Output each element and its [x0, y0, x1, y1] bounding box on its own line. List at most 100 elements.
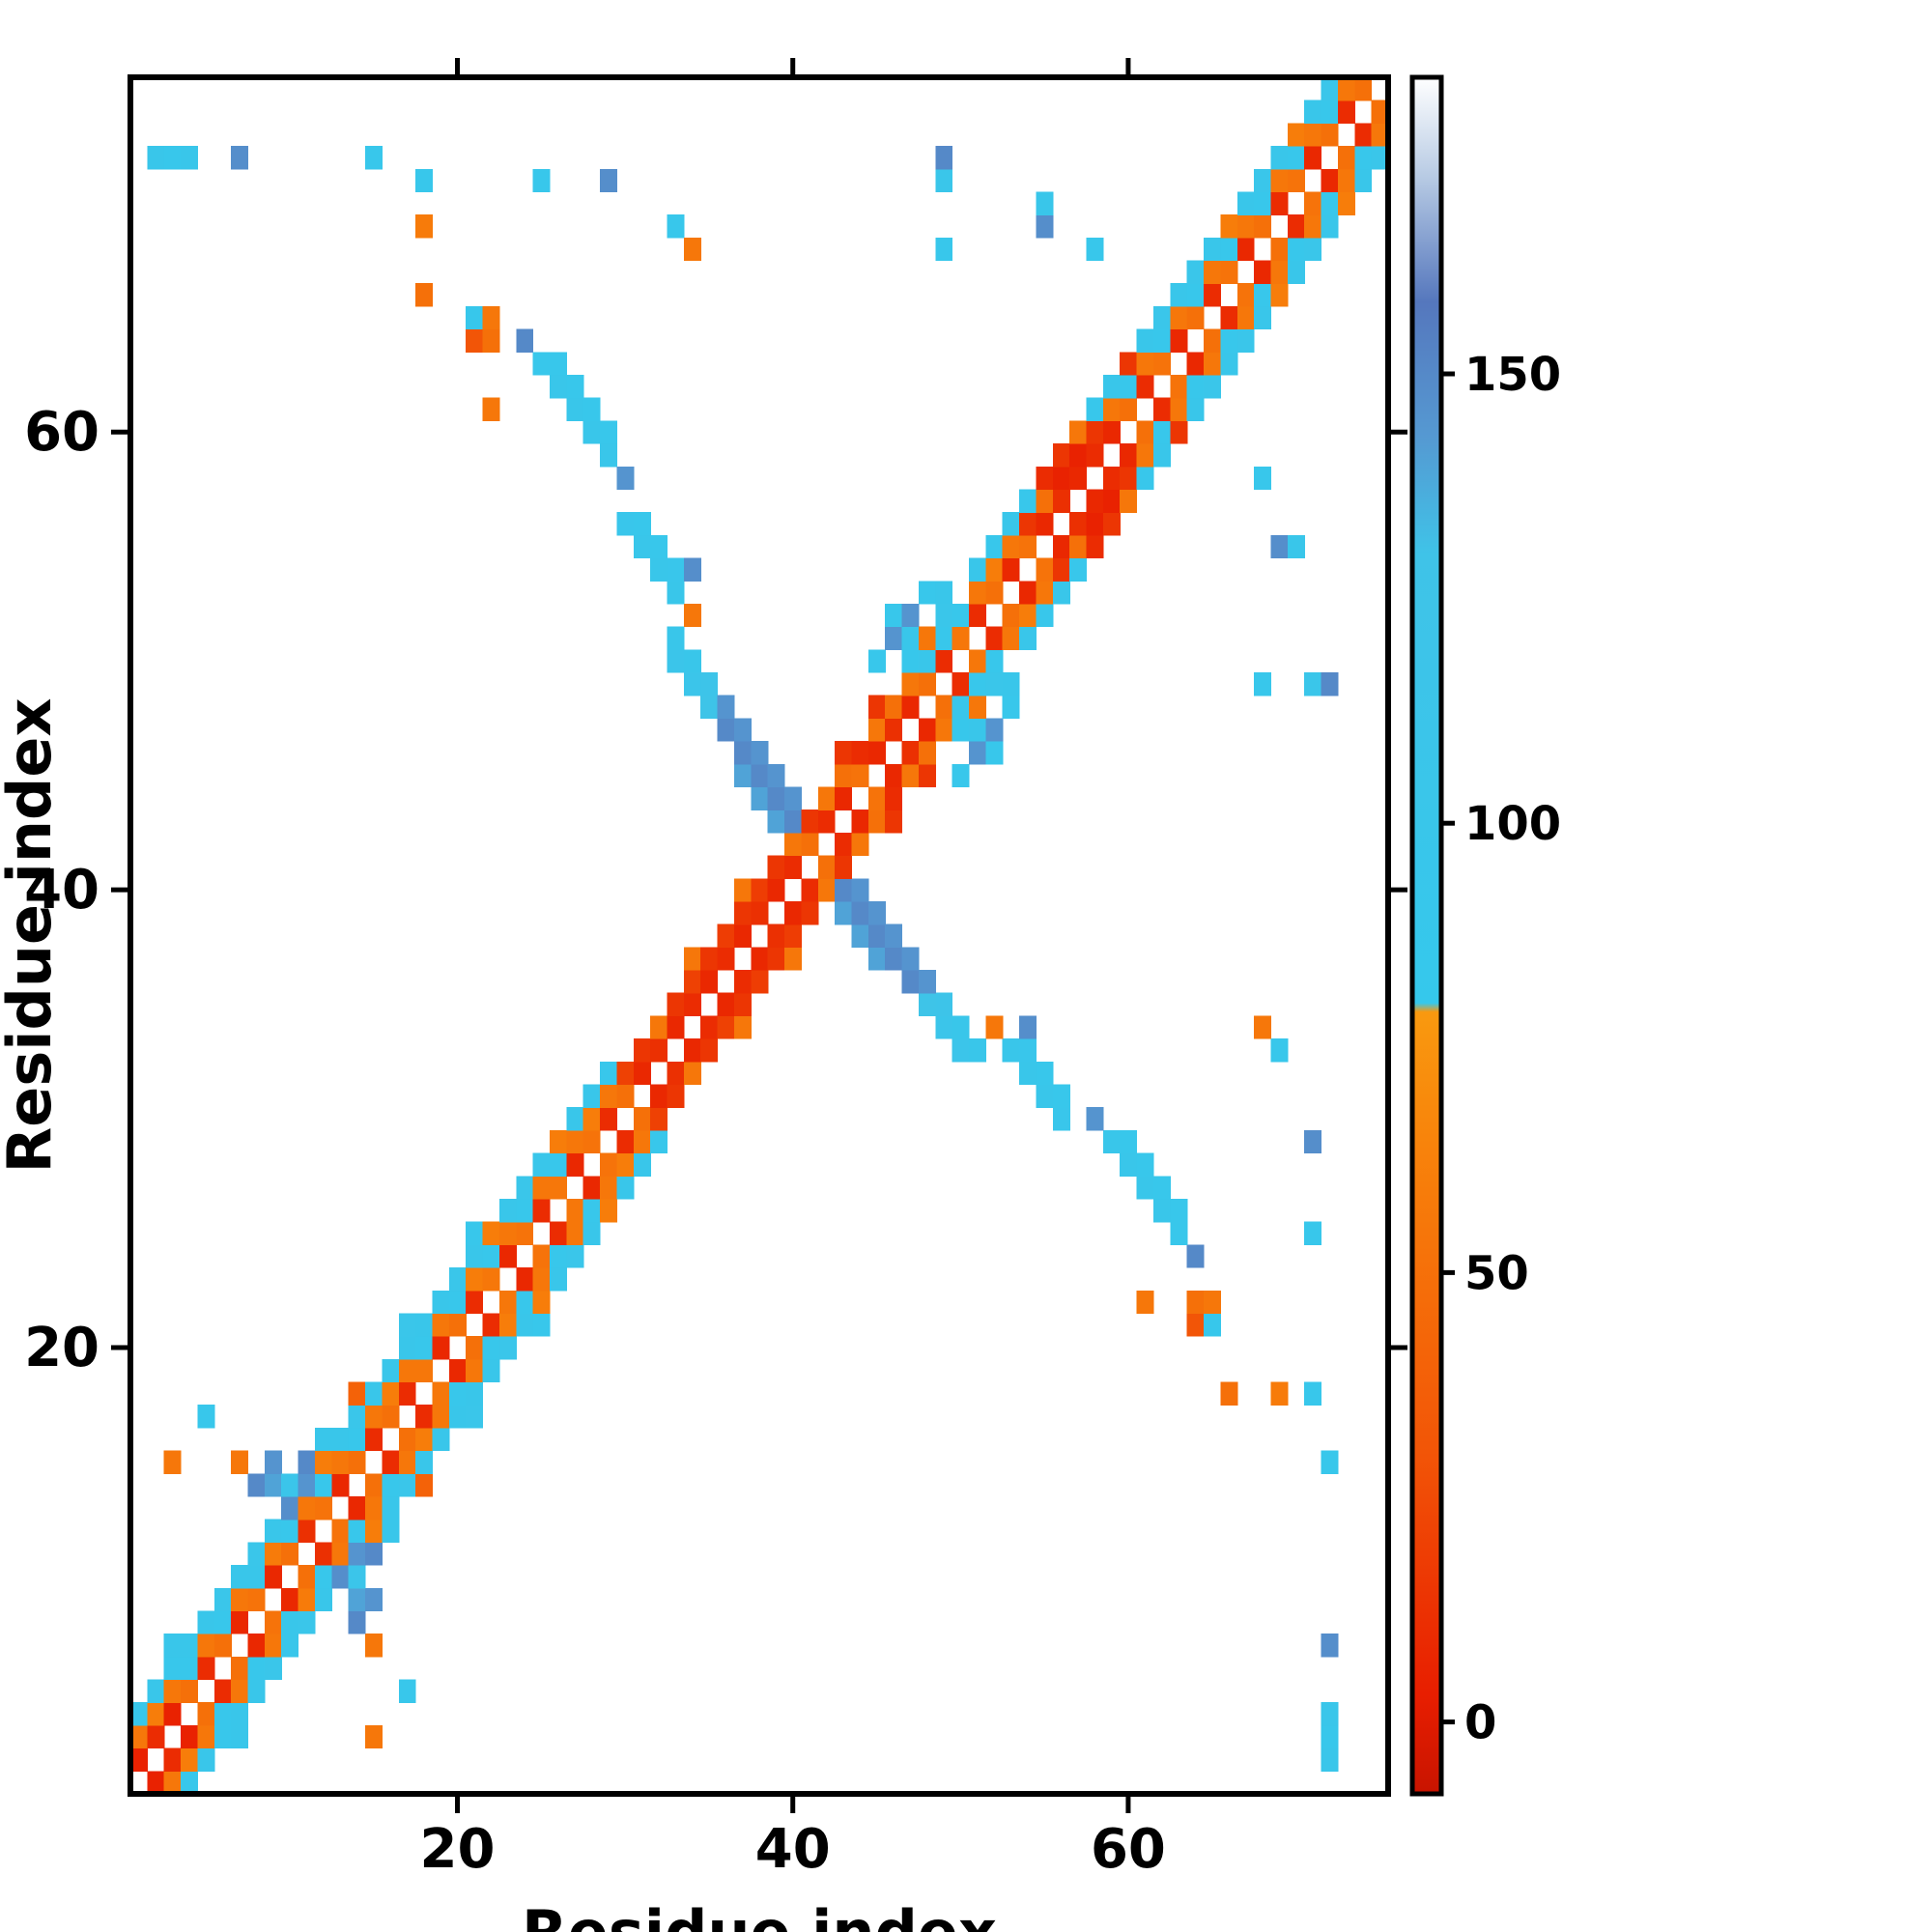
heatmap-cell: [851, 832, 869, 857]
heatmap-cell: [767, 786, 785, 810]
heatmap-cell: [1186, 260, 1205, 284]
heatmap-cell: [867, 923, 886, 948]
heatmap-cell: [482, 397, 500, 421]
heatmap-cell: [247, 1473, 266, 1497]
heatmap-cell: [281, 1610, 299, 1634]
heatmap-cell: [415, 1473, 434, 1497]
heatmap-cell: [197, 1405, 215, 1429]
heatmap-cell: [633, 1152, 651, 1177]
heatmap-cell: [197, 1702, 215, 1726]
heatmap-cell: [398, 1679, 416, 1703]
heatmap-cells: [130, 77, 1389, 1795]
heatmap-cell: [314, 1473, 332, 1497]
heatmap-cell: [985, 626, 1004, 650]
heatmap-cell: [885, 695, 903, 720]
heatmap-cell: [398, 1358, 416, 1383]
heatmap-cell: [1321, 99, 1339, 124]
heatmap-cell: [1052, 1107, 1070, 1131]
heatmap-cell: [1152, 1176, 1171, 1200]
heatmap-cell: [918, 763, 936, 788]
heatmap-cell: [1270, 191, 1289, 215]
heatmap-cell: [1304, 1381, 1322, 1406]
heatmap-cell: [1170, 420, 1188, 444]
heatmap-cell: [683, 672, 701, 696]
x-axis-label: Residue index: [522, 1897, 997, 1932]
heatmap-cell: [901, 695, 920, 720]
heatmap-cell: [247, 1565, 266, 1589]
heatmap-cell: [1270, 237, 1289, 262]
heatmap-cell: [1170, 397, 1188, 421]
heatmap-cell: [733, 900, 752, 925]
heatmap-cell: [885, 923, 903, 948]
heatmap-cell: [952, 1015, 970, 1039]
heatmap-cell: [432, 1313, 450, 1337]
heatmap-cell: [600, 168, 618, 193]
heatmap-cell: [1036, 512, 1054, 536]
heatmap-cell: [365, 1473, 383, 1497]
heatmap-cell: [1270, 260, 1289, 284]
heatmap-cell: [1069, 443, 1088, 468]
heatmap-cell: [801, 832, 819, 857]
heatmap-cell: [969, 672, 986, 696]
heatmap-cell: [181, 1747, 199, 1772]
y-tick-label: 20: [24, 1317, 99, 1379]
heatmap-cell: [1152, 420, 1171, 444]
heatmap-cell: [969, 1038, 986, 1063]
heatmap-cell: [181, 1679, 199, 1703]
heatmap-cell: [817, 878, 836, 902]
heatmap-cell: [1086, 420, 1104, 444]
heatmap-cell: [700, 695, 719, 720]
heatmap-cell: [835, 855, 853, 879]
heatmap-cell: [767, 855, 785, 879]
heatmap-cell: [582, 1176, 601, 1200]
heatmap-cell: [582, 1129, 601, 1154]
colorbar-tick-label: 150: [1464, 348, 1561, 402]
heatmap-cell: [1002, 603, 1020, 628]
heatmap-cell: [985, 741, 1004, 765]
heatmap-cell: [1220, 237, 1238, 262]
heatmap-cell: [1152, 1198, 1171, 1223]
heatmap-cell: [784, 786, 802, 810]
heatmap-cell: [600, 1061, 618, 1086]
heatmap-cell: [298, 1450, 316, 1474]
heatmap-cell: [650, 1038, 668, 1063]
heatmap-cell: [516, 1313, 534, 1337]
heatmap-cell: [600, 1176, 618, 1200]
heatmap-cell: [683, 1061, 701, 1086]
heatmap-cell: [231, 1587, 249, 1612]
heatmap-cell: [767, 763, 785, 788]
colorbar-tick-label: 0: [1464, 1696, 1496, 1750]
heatmap-cell: [550, 1129, 567, 1154]
heatmap-cell: [582, 420, 601, 444]
heatmap-cell: [163, 146, 182, 170]
heatmap-cell: [616, 1084, 635, 1108]
heatmap-cell: [1069, 534, 1088, 559]
heatmap-cell: [1136, 375, 1154, 399]
heatmap-cell: [1086, 489, 1104, 513]
heatmap-cell: [1220, 260, 1238, 284]
heatmap-cell: [365, 1405, 383, 1429]
heatmap-cell: [935, 992, 953, 1017]
heatmap-cell: [867, 741, 886, 765]
heatmap-cell: [415, 1358, 434, 1383]
heatmap-cell: [1270, 168, 1289, 193]
heatmap-cell: [498, 1336, 517, 1360]
heatmap-cell: [867, 649, 886, 673]
heatmap-cell: [600, 1107, 618, 1131]
heatmap-cell: [751, 970, 769, 994]
heatmap-cell: [415, 283, 434, 307]
heatmap-cell: [582, 1198, 601, 1223]
heatmap-cell: [163, 1679, 182, 1703]
heatmap-cell: [1204, 283, 1221, 307]
heatmap-cell: [650, 1084, 668, 1108]
heatmap-cell: [667, 1084, 685, 1108]
heatmap-cell: [1304, 214, 1322, 239]
heatmap-cell: [1036, 1084, 1054, 1108]
heatmap-cell: [667, 649, 685, 673]
heatmap-cell: [532, 1244, 551, 1268]
heatmap-cell: [1102, 397, 1121, 421]
heatmap-cell: [213, 1610, 232, 1634]
heatmap-cell: [1304, 123, 1322, 147]
heatmap-cell: [365, 1519, 383, 1543]
